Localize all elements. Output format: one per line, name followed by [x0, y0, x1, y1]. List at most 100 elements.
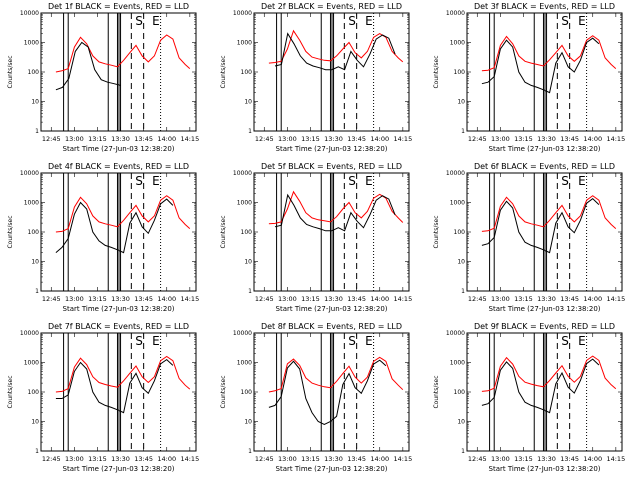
series-line-lld [55, 195, 191, 233]
plot-frame [466, 332, 623, 452]
x-tick-label: 13:15 [88, 135, 107, 143]
x-tick-label: 12:45 [42, 135, 61, 143]
x-tick-label: 13:00 [278, 455, 297, 463]
series-line-events [55, 358, 174, 414]
marker-label-e: E [578, 174, 586, 188]
plot-frame [40, 172, 197, 292]
y-tick-label: 100 [28, 229, 40, 236]
x-tick-label: 13:45 [560, 455, 579, 463]
marker-label-s: S [561, 14, 569, 28]
y-axis-label: Counts/sec [433, 375, 440, 408]
y-tick-label: 1000 [450, 40, 465, 47]
x-tick-label: 14:00 [157, 455, 176, 463]
x-tick-label: 13:45 [134, 455, 153, 463]
x-tick-label: 14:15 [180, 295, 199, 303]
x-tick-label: 13:45 [134, 135, 153, 143]
y-tick-label: 10 [31, 419, 39, 426]
x-tick-label: 14:15 [393, 455, 412, 463]
plot-frame [253, 12, 410, 132]
marker-label-e: E [152, 174, 160, 188]
x-tick-label: 13:15 [514, 135, 533, 143]
x-tick-label: 13:15 [301, 135, 320, 143]
plot-frame [40, 12, 197, 132]
y-axis-label: Counts/sec [220, 375, 227, 408]
y-tick-label: 10 [31, 259, 39, 266]
y-axis-label: Counts/sec [433, 215, 440, 248]
x-tick-label: 12:45 [42, 455, 61, 463]
y-axis-label: Counts/sec [433, 55, 440, 88]
x-axis-label: Start Time (27-Jun-03 12:38:20) [276, 465, 388, 473]
y-axis-label: Counts/sec [7, 375, 14, 408]
x-tick-label: 13:45 [347, 295, 366, 303]
series-line-lld [268, 29, 404, 64]
series-line-events [481, 37, 600, 94]
series-line-events [268, 359, 387, 425]
x-tick-label: 13:30 [111, 455, 130, 463]
x-tick-label: 14:15 [393, 135, 412, 143]
x-tick-label: 14:00 [583, 135, 602, 143]
y-tick-label: 1000 [237, 40, 252, 47]
panel-title: Det 2f BLACK = Events, RED = LLD [261, 2, 402, 11]
x-tick-label: 14:00 [583, 455, 602, 463]
y-tick-label: 10000 [20, 330, 39, 337]
panel-title: Det 5f BLACK = Events, RED = LLD [261, 162, 402, 171]
marker-label-e: E [152, 334, 160, 348]
chart-panel-9: Det 9f BLACK = Events, RED = LLD Counts/s… [433, 322, 625, 473]
marker-label-e: E [365, 334, 373, 348]
x-axis-label: Start Time (27-Jun-03 12:38:20) [276, 145, 388, 153]
x-axis-label: Start Time (27-Jun-03 12:38:20) [489, 145, 601, 153]
x-tick-label: 12:45 [255, 295, 274, 303]
series-line-lld [268, 356, 404, 393]
x-tick-label: 14:00 [157, 135, 176, 143]
y-tick-label: 100 [454, 69, 466, 76]
y-tick-label: 10000 [20, 10, 39, 17]
x-tick-label: 13:30 [537, 455, 556, 463]
y-tick-label: 1000 [450, 360, 465, 367]
x-tick-label: 13:00 [65, 135, 84, 143]
x-tick-label: 13:00 [491, 295, 510, 303]
x-axis-label: Start Time (27-Jun-03 12:38:20) [489, 465, 601, 473]
y-tick-label: 1 [35, 128, 39, 135]
y-tick-label: 1 [461, 288, 465, 295]
plot-frame [466, 172, 623, 292]
marker-label-s: S [561, 174, 569, 188]
plot-frame [253, 172, 410, 292]
y-tick-label: 10 [31, 99, 39, 106]
marker-label-s: S [135, 14, 143, 28]
marker-label-e: E [365, 14, 373, 28]
y-tick-label: 10 [244, 99, 252, 106]
x-tick-label: 13:45 [347, 135, 366, 143]
series-line-events [274, 32, 396, 71]
y-tick-label: 10000 [233, 170, 252, 177]
y-tick-label: 10 [244, 419, 252, 426]
y-tick-label: 10000 [446, 330, 465, 337]
marker-label-s: S [135, 334, 143, 348]
x-tick-label: 13:30 [537, 295, 556, 303]
chart-panel-6: Det 6f BLACK = Events, RED = LLD Counts/s… [433, 162, 625, 313]
panel-title: Det 6f BLACK = Events, RED = LLD [474, 162, 615, 171]
x-tick-label: 13:15 [301, 455, 320, 463]
x-tick-label: 13:15 [88, 455, 107, 463]
x-tick-label: 13:45 [134, 295, 153, 303]
x-tick-label: 14:15 [393, 295, 412, 303]
series-line-events [55, 198, 174, 254]
x-tick-label: 12:45 [255, 135, 274, 143]
y-tick-label: 1 [35, 448, 39, 455]
x-tick-label: 14:15 [606, 455, 625, 463]
y-tick-label: 100 [241, 229, 253, 236]
y-tick-label: 100 [241, 69, 253, 76]
series-line-lld [268, 190, 404, 225]
x-axis-label: Start Time (27-Jun-03 12:38:20) [63, 465, 175, 473]
y-tick-label: 1 [461, 128, 465, 135]
x-axis-label: Start Time (27-Jun-03 12:38:20) [276, 305, 388, 313]
x-tick-label: 13:15 [514, 295, 533, 303]
x-tick-label: 13:45 [560, 295, 579, 303]
x-tick-label: 12:45 [255, 455, 274, 463]
marker-label-s: S [348, 174, 356, 188]
plot-frame [40, 332, 197, 452]
series-line-lld [55, 355, 191, 393]
series-line-events [481, 358, 600, 414]
chart-panel-5: Det 5f BLACK = Events, RED = LLD Counts/s… [220, 162, 412, 313]
chart-panel-4: Det 4f BLACK = Events, RED = LLD Counts/s… [7, 162, 199, 313]
x-tick-label: 13:00 [65, 295, 84, 303]
